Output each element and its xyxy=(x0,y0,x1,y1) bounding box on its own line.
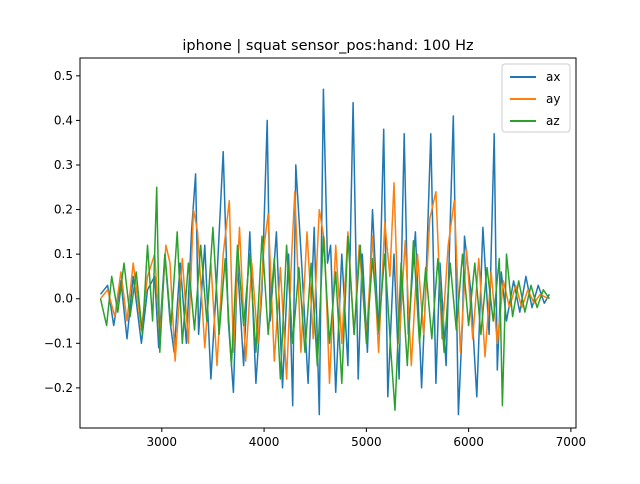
x-tick-label: 5000 xyxy=(351,435,382,449)
series-line-ay xyxy=(99,182,549,385)
x-tick-label: 7000 xyxy=(556,435,587,449)
y-tick-label: 0.0 xyxy=(54,292,73,306)
y-tick-label: −0.2 xyxy=(44,381,73,395)
y-tick-label: 0.3 xyxy=(54,158,73,172)
y-tick-label: 0.1 xyxy=(54,247,73,261)
x-tick-label: 3000 xyxy=(147,435,178,449)
y-tick-label: 0.4 xyxy=(54,113,73,127)
y-axis: −0.2 −0.1 0.0 0.1 0.2 0.3 0.4 0.5 xyxy=(44,69,80,395)
y-tick-label: 0.5 xyxy=(54,69,73,83)
legend-label-az: az xyxy=(546,114,560,128)
x-axis: 3000 4000 5000 6000 7000 xyxy=(147,428,587,449)
y-tick-label: 0.2 xyxy=(54,203,73,217)
plot-frame xyxy=(79,57,577,429)
legend-label-ay: ay xyxy=(546,92,560,106)
y-tick-label: −0.1 xyxy=(44,336,73,350)
series-line-az xyxy=(99,186,551,411)
legend: ax ay az xyxy=(501,63,571,133)
chart-title: iphone | squat sensor_pos:hand: 100 Hz xyxy=(182,38,473,54)
x-tick-label: 4000 xyxy=(249,435,280,449)
legend-label-ax: ax xyxy=(546,70,560,84)
x-tick-label: 6000 xyxy=(453,435,484,449)
series-line-ax xyxy=(99,88,551,416)
